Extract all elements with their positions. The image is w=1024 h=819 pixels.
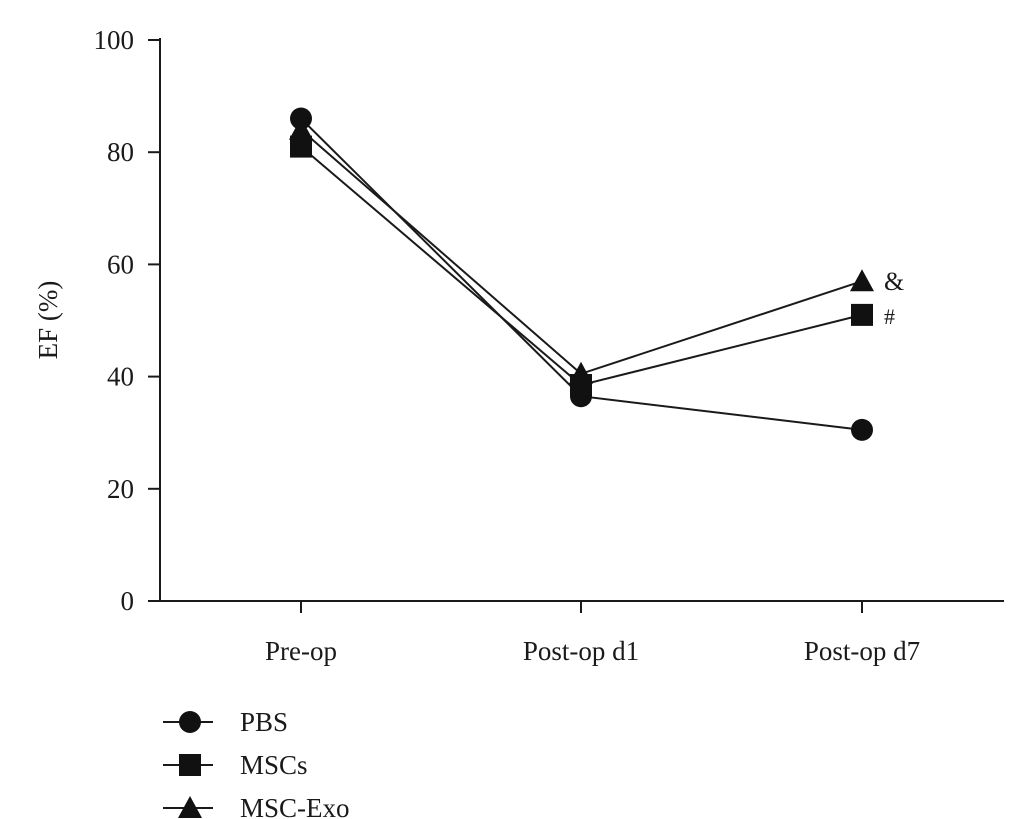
legend-label-msc-exo: MSC-Exo [240, 793, 350, 819]
x-ticks: Pre-op Post-op d1 Post-op d7 [265, 601, 920, 666]
y-tick-label: 20 [107, 474, 134, 504]
legend-label-mscs: MSCs [240, 750, 308, 780]
legend-marker-pbs [179, 711, 201, 733]
series-line-mscs [300, 145, 863, 387]
significance-annotation: & [884, 267, 904, 296]
y-tick-label: 100 [94, 25, 135, 55]
legend: PBS MSCs MSC-Exo [163, 707, 350, 819]
significance-annotation: # [884, 304, 895, 329]
legend-marker-mscs [179, 754, 201, 776]
data-point-mscs-0 [290, 135, 312, 158]
data-point-pbs-2 [851, 418, 873, 441]
legend-marker-msc-exo [178, 796, 202, 818]
x-tick-label: Pre-op [265, 636, 337, 666]
data-point-msc-exo-1 [569, 361, 593, 384]
y-tick-label: 60 [107, 249, 134, 279]
y-ticks: 0 20 40 60 80 100 [94, 25, 160, 616]
x-tick-label: Post-op d1 [523, 636, 639, 666]
y-axis-title: EF (%) [33, 281, 63, 360]
x-tick-label: Post-op d7 [804, 636, 920, 666]
y-tick-label: 80 [107, 137, 134, 167]
y-tick-label: 40 [107, 362, 134, 392]
legend-label-pbs: PBS [240, 707, 288, 737]
data-point-mscs-2 [851, 303, 873, 326]
data-point-msc-exo-0 [289, 117, 313, 140]
annotations: &# [884, 267, 904, 329]
series-markers [289, 107, 874, 441]
y-tick-label: 0 [121, 586, 135, 616]
series-line-msc-exo [300, 129, 863, 375]
data-point-msc-exo-2 [850, 269, 874, 292]
